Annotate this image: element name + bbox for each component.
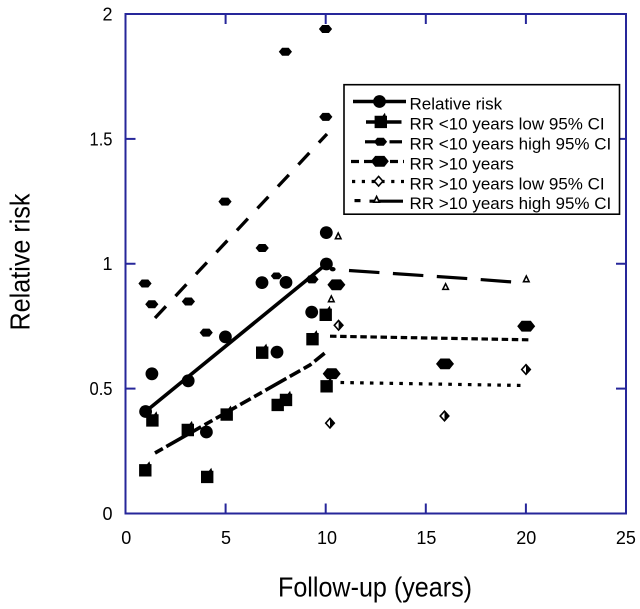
svg-text:0.5: 0.5 (90, 379, 113, 399)
svg-text:RR <10 years high 95% CI: RR <10 years high 95% CI (410, 134, 612, 153)
svg-text:2: 2 (102, 4, 112, 24)
svg-text:Follow-up (years): Follow-up (years) (278, 572, 472, 603)
svg-text:0: 0 (121, 528, 131, 548)
svg-text:20: 20 (516, 528, 536, 548)
svg-text:15: 15 (416, 528, 436, 548)
svg-text:RR <10 years low 95% CI: RR <10 years low 95% CI (410, 114, 605, 133)
svg-text:Relative risk: Relative risk (5, 193, 36, 331)
svg-text:10: 10 (317, 528, 337, 548)
svg-text:Relative risk: Relative risk (410, 95, 503, 114)
svg-text:RR >10 years: RR >10 years (410, 154, 514, 173)
svg-text:RR >10 years low 95% CI: RR >10 years low 95% CI (410, 174, 605, 193)
svg-text:0: 0 (102, 504, 112, 524)
svg-text:25: 25 (616, 528, 636, 548)
svg-text:5: 5 (221, 528, 231, 548)
svg-text:RR >10 years high 95% CI: RR >10 years high 95% CI (410, 194, 612, 213)
svg-text:1: 1 (102, 254, 112, 274)
svg-text:1.5: 1.5 (90, 129, 113, 149)
